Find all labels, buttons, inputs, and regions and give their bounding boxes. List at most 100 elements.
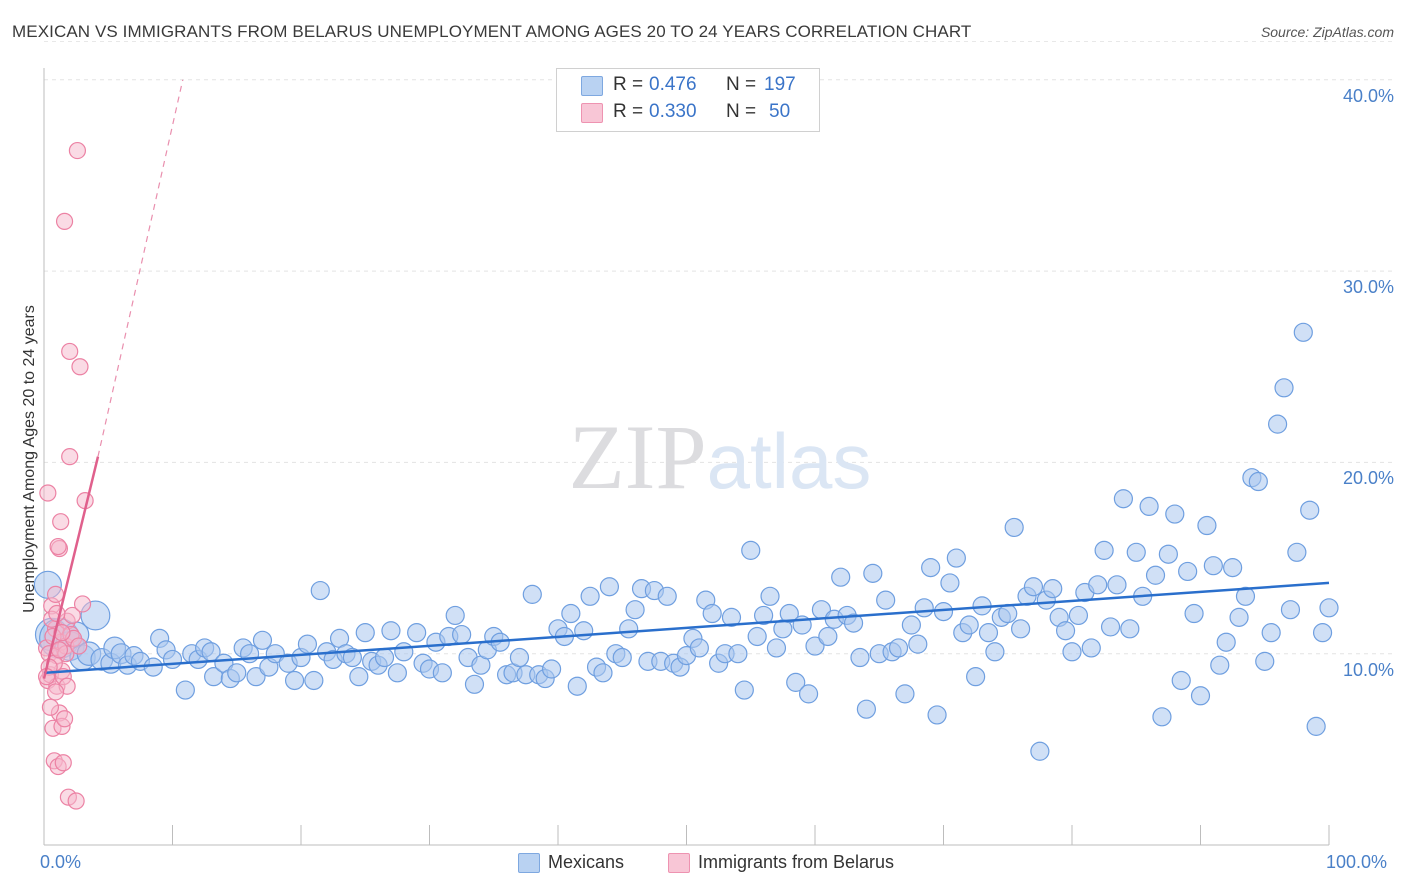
mexicans-point [728, 644, 748, 664]
mexicans-point [1126, 542, 1146, 562]
mexicans-point [246, 667, 266, 687]
mexicans-point [1043, 579, 1063, 599]
mexicans-point [445, 605, 465, 626]
mexicans-point [574, 621, 594, 641]
belarus-point [55, 212, 74, 230]
mexicans-point [856, 699, 877, 719]
mexicans-point [355, 623, 375, 643]
belarus-point [73, 595, 92, 613]
y-tick-30: 30.0% [1342, 277, 1394, 297]
mexicans-point [914, 598, 934, 618]
belarus-point [50, 641, 69, 659]
belarus-point [61, 342, 79, 361]
mexicans-point [1306, 716, 1326, 736]
belarus-point [55, 710, 74, 728]
mexicans-point [1293, 322, 1313, 342]
legend-mexicans-label: Mexicans [548, 852, 625, 872]
belarus-point [41, 698, 60, 716]
legend-mexicans-swatch [518, 853, 540, 873]
mexicans-point [387, 663, 407, 683]
mexicans-trend-line [43, 581, 1330, 675]
mexicans-point [561, 603, 581, 624]
mexicans-point [1004, 517, 1024, 538]
mexicans-point [946, 548, 966, 568]
mexicans-point [1197, 515, 1217, 536]
mexicans-point [349, 667, 369, 687]
belarus-point [52, 513, 70, 531]
mexicans-point [933, 602, 954, 622]
stats-legend: R = 0.476 N = 197 R = 0.330 N = 50 [556, 68, 820, 132]
mexicans-point [1184, 603, 1204, 624]
mexicans-point [509, 647, 530, 668]
mexicans-point [599, 577, 620, 597]
y-tick-10: 10.0% [1342, 660, 1394, 680]
mexicans-point [522, 584, 542, 604]
mexicans-point [1319, 598, 1339, 618]
mexicans-point [1094, 540, 1114, 560]
mexicans-point [143, 657, 163, 677]
mexicans-point [741, 540, 761, 560]
mexicans-points [33, 322, 1339, 761]
mexicans-point [452, 624, 472, 645]
belarus-point [68, 141, 87, 160]
mexicans-point [1216, 632, 1236, 652]
mexicans-point [721, 607, 742, 627]
mexicans-point [394, 642, 414, 662]
mexicans-point [612, 647, 632, 668]
mexicans-point [1068, 605, 1089, 626]
mexicans-point [464, 674, 485, 694]
mexicans-point [580, 586, 600, 606]
mexicans-point [786, 672, 806, 692]
legend-belarus-label: Immigrants from Belarus [698, 852, 895, 872]
mexicans-point [1280, 600, 1301, 620]
mexicans-point [374, 647, 395, 668]
mexicans-point [850, 647, 870, 668]
mexicans-point [567, 676, 587, 696]
mexicans-point [1210, 655, 1230, 675]
mexicans-point [541, 659, 562, 679]
mexicans-point [625, 600, 645, 620]
mexicans-point [831, 567, 851, 587]
belarus-swatch [581, 103, 603, 123]
grid [44, 41, 1392, 655]
belarus-point [71, 358, 89, 376]
mexicans-point [1152, 707, 1172, 727]
belarus-trend-line [42, 456, 100, 679]
mexicans-point [619, 619, 639, 639]
mexicans-point [1261, 623, 1281, 643]
mexicans-point [927, 705, 947, 725]
mexicans-point [978, 623, 999, 643]
mexicans-point [966, 667, 986, 687]
mexicans-point [304, 670, 324, 691]
mexicans-point [1255, 651, 1275, 671]
mexicans-point [1081, 638, 1101, 658]
mexicans-point [959, 615, 979, 635]
source-label: Source: ZipAtlas.com [1260, 24, 1394, 40]
mexicans-point [843, 613, 864, 633]
mexicans-point [1107, 575, 1127, 595]
mexicans-point [921, 558, 941, 578]
mexicans-point [1030, 741, 1050, 761]
mexicans-swatch [581, 76, 603, 96]
mexicans-point [805, 636, 825, 656]
mexicans-point [297, 634, 318, 654]
mexicans-point [1203, 556, 1223, 576]
mexicans-point [689, 638, 709, 658]
mexicans-point [760, 586, 780, 606]
mexicans-point [863, 563, 883, 583]
mexicans-point [1055, 621, 1076, 641]
belarus-point [67, 792, 85, 810]
belarus-point [46, 683, 65, 701]
mexicans-point [252, 630, 273, 650]
mexicans-point [888, 638, 909, 658]
mexicans-point [381, 621, 401, 641]
belarus-point [46, 585, 65, 603]
mexicans-point [1158, 544, 1178, 564]
mexicans-point [1223, 558, 1243, 578]
mexicans-point [175, 680, 195, 700]
chart-title: MEXICAN VS IMMIGRANTS FROM BELARUS UNEMP… [12, 22, 972, 41]
belarus-point [39, 484, 57, 502]
mexicans-point [1190, 686, 1211, 706]
belarus-points [37, 141, 94, 810]
